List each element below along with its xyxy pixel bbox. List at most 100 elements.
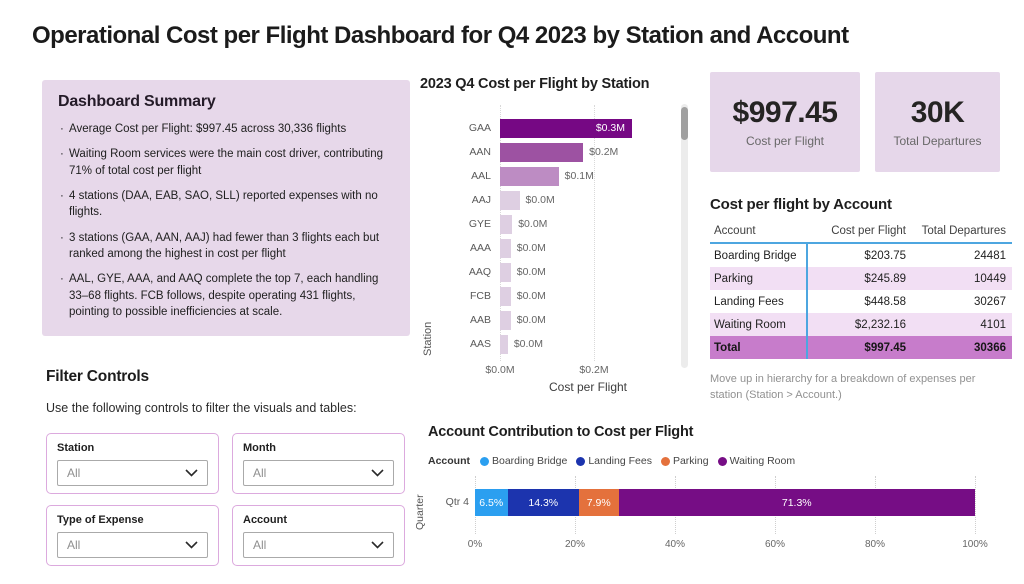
station-bar-row: AAB $0.0M [420,308,680,332]
kpi-card-cost-per-flight: $997.45 Cost per Flight [710,72,860,172]
table-row[interactable]: Landing Fees $448.58 30267 [710,290,1012,313]
station-bar-row: GYE $0.0M [420,212,680,236]
category-label: Qtr 4 [445,496,469,508]
table-row[interactable]: Waiting Room $2,232.16 4101 [710,313,1012,336]
segment-boarding-bridge[interactable]: 6.5% [475,489,508,516]
station-bar-label: AAB [469,314,491,326]
table-header-row: Account Cost per Flight Total Departures [710,220,1012,244]
filter-label: Type of Expense [57,514,144,526]
cell-cost: $2,232.16 [854,318,906,331]
table-row[interactable]: Boarding Bridge $203.75 24481 [710,244,1012,267]
station-bar-row: AAQ $0.0M [420,260,680,284]
station-bar-row: AAA $0.0M [420,236,680,260]
station-bar[interactable] [500,142,584,162]
type-of-expense-dropdown[interactable]: All [57,532,208,558]
station-dropdown[interactable]: All [57,460,208,486]
station-bar-value: $0.2M [589,146,619,158]
page-title: Operational Cost per Flight Dashboard fo… [32,22,849,49]
station-bar-label: FCB [470,290,491,302]
segment-landing-fees[interactable]: 14.3% [507,489,579,516]
station-bar-row: FCB $0.0M [420,284,680,308]
contribution-chart-y-axis-label: Quarter [414,494,426,530]
station-bar-value: $0.0M [513,338,543,350]
station-bar-label: AAQ [468,266,491,278]
summary-title: Dashboard Summary [58,93,216,110]
station-chart-title: 2023 Q4 Cost per Flight by Station [420,76,650,92]
segment-parking[interactable]: 7.9% [579,489,619,516]
month-dropdown[interactable]: All [243,460,394,486]
summary-panel: Dashboard Summary Average Cost per Fligh… [42,80,410,336]
column-header: Account [714,225,756,237]
dropdown-value: All [67,466,81,480]
cell-account: Landing Fees [714,295,784,308]
stacked-bar: 6.5% 14.3% 7.9% 71.3% [475,489,975,516]
station-bar-track: $0.0M [500,214,676,234]
account-table: Account Cost per Flight Total Departures… [710,220,1012,359]
kpi-label: Total Departures [893,134,982,148]
segment-waiting-room[interactable]: 71.3% [618,489,975,516]
station-bar[interactable]: $0.3M [500,118,632,138]
station-bar-track: $0.0M [500,310,676,330]
table-row[interactable]: Parking $245.89 10449 [710,267,1012,290]
summary-bullet: 3 stations (GAA, AAN, AAJ) had fewer tha… [58,230,394,263]
chart-scrollbar-thumb[interactable] [681,107,688,140]
filter-card-month: Month All [232,433,405,494]
filter-card-station: Station All [46,433,219,494]
segment-value: 14.3% [528,496,559,509]
legend-item-boarding-bridge[interactable]: Boarding Bridge [480,455,567,467]
summary-bullet: Waiting Room services were the main cost… [58,146,394,179]
station-bar-value: $0.0M [516,242,546,254]
filter-card-account: Account All [232,505,405,566]
station-bar-row: AAS $0.0M [420,332,680,356]
gridline [975,476,976,534]
station-chart-plot: GAA $0.3M AAN $0.2M AAL $0.1M AAJ [420,105,680,361]
station-bar-label: AAJ [471,194,491,206]
chevron-down-icon [185,469,198,477]
filter-label: Month [243,442,276,454]
legend-item-landing-fees[interactable]: Landing Fees [576,455,652,467]
filter-label: Account [243,514,287,526]
chart-scrollbar[interactable] [681,104,688,368]
station-bar-value: $0.0M [525,194,555,206]
station-bar[interactable] [500,262,511,282]
kpi-value: 30K [910,96,965,129]
station-bar[interactable] [500,286,511,306]
dropdown-value: All [253,466,267,480]
cell-departures: 10449 [974,272,1006,285]
account-dropdown[interactable]: All [243,532,394,558]
legend-dot [480,456,489,466]
station-bar-row: AAL $0.1M [420,164,680,188]
kpi-card-total-departures: 30K Total Departures [875,72,1000,172]
station-bar[interactable] [500,334,508,354]
station-bar-track: $0.0M [500,190,676,210]
account-table-panel: Cost per flight by Account Account Cost … [710,196,1012,404]
station-bar-label: AAN [469,146,491,158]
station-bar-label: GYE [468,218,491,230]
cell-cost: $448.58 [864,295,906,308]
station-bar-value: $0.3M [595,122,625,134]
column-header: Cost per Flight [831,225,906,237]
legend-label: Waiting Room [729,455,796,467]
station-bar-value: $0.1M [564,170,594,182]
filter-controls-panel: Filter Controls Use the following contro… [46,368,426,566]
legend-item-parking[interactable]: Parking [660,455,709,467]
column-header: Total Departures [921,225,1006,237]
chevron-down-icon [371,541,384,549]
table-column-divider [806,244,808,359]
station-bar[interactable] [500,190,520,210]
station-bar[interactable] [500,166,559,186]
legend-label: Parking [672,455,709,467]
contribution-chart-plot: Quarter Qtr 4 6.5% 14.3% 7.9% 71.3% 0% 2… [414,476,1022,556]
station-bar[interactable] [500,214,513,234]
legend-label: Boarding Bridge [492,455,568,467]
dropdown-value: All [67,538,81,552]
station-bar-value: $0.0M [516,290,546,302]
x-tick: 100% [962,539,988,550]
cell-cost: $245.89 [864,272,906,285]
station-bar-label: AAS [469,338,491,350]
legend-item-waiting-room[interactable]: Waiting Room [717,455,796,467]
station-bar[interactable] [500,238,511,258]
station-bar[interactable] [500,310,511,330]
filter-controls-subtitle: Use the following controls to filter the… [46,401,357,415]
station-chart-panel: 2023 Q4 Cost per Flight by Station Stati… [420,76,692,410]
